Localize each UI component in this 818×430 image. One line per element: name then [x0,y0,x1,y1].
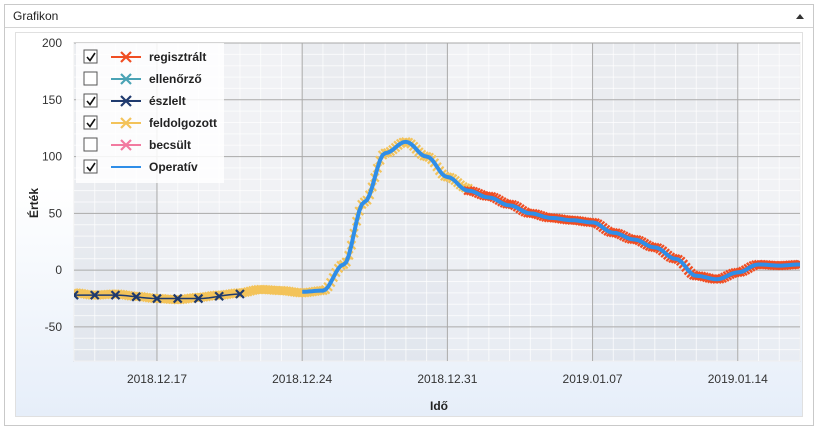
series-észlelt [74,289,245,304]
checkbox[interactable] [83,115,98,130]
legend-label: Operatív [149,160,198,174]
x-axis-label: Idő [430,399,448,413]
legend-item[interactable]: becsült [83,137,191,152]
legend-item[interactable]: észlelt [83,93,186,108]
data-point-marker [152,293,162,304]
checkbox[interactable] [83,137,98,152]
data-point-marker [214,291,224,302]
data-point-marker [193,293,204,304]
chart-area: -50 0 50 100 150 200 2018.12.17 2018.12.24 2018.… [15,32,803,417]
series-line [302,139,800,294]
y-tick-label: 200 [42,36,62,50]
series-Operatív [302,139,800,294]
legend-label: regisztrált [149,50,206,64]
x-tick-label: 2019.01.14 [708,372,768,386]
checkbox[interactable] [83,49,98,64]
checkmark-icon [86,96,96,106]
legend-item[interactable]: feldolgozott [83,115,217,130]
legend-marker-icon [120,73,132,85]
legend-marker-icon [120,51,132,63]
legend-marker-icon [120,117,132,129]
axes: -50 0 50 100 150 200 2018.12.17 2018.12.24 2018.… [42,36,768,386]
legend-background [76,43,224,183]
legend-label: becsült [149,138,191,152]
legend-marker-icon [120,139,132,151]
x-tick-label: 2018.12.24 [272,372,332,386]
y-axis-label: Érték [26,188,41,218]
legend: regisztrált ellenőrző észlelt feldolgozott b… [76,43,224,183]
legend-item[interactable]: Operatív [83,159,198,174]
checkbox[interactable] [83,93,98,108]
data-point-marker [172,293,183,304]
legend-item[interactable]: ellenőrző [83,71,202,86]
y-tick-label: 0 [55,263,62,277]
legend-label: feldolgozott [149,116,217,130]
panel-header: Grafikon [5,5,813,28]
checkbox[interactable] [83,159,98,174]
y-tick-label: -50 [45,320,63,334]
y-tick-label: 150 [42,93,62,107]
legend-label: észlelt [149,94,186,108]
x-tick-label: 2018.12.17 [127,372,187,386]
y-tick-label: 100 [42,150,62,164]
checkmark-icon [86,52,96,62]
chart-panel: Grafikon -50 0 50 100 150 200 2018.12.17 2018.1… [4,4,814,426]
checkmark-icon [86,118,96,128]
x-tick-label: 2018.12.31 [417,372,477,386]
legend-label: ellenőrző [149,72,202,86]
x-tick-label: 2019.01.07 [563,372,623,386]
checkmark-icon [86,162,96,172]
data-point-marker [89,290,100,300]
data-point-marker [131,292,142,302]
checkbox[interactable] [83,71,98,86]
series-layer [74,137,800,305]
panel-title: Grafikon [13,9,59,23]
legend-marker-icon [120,95,132,107]
line-chart: -50 0 50 100 150 200 2018.12.17 2018.12.24 2018.… [26,36,801,413]
y-tick-label: 50 [49,206,63,220]
triangle-up-icon[interactable] [793,9,807,23]
data-point-marker [235,289,245,299]
legend-item[interactable]: regisztrált [83,49,206,64]
data-point-marker [110,290,121,300]
data-point-marker [795,259,800,270]
data-point-marker [74,290,79,300]
